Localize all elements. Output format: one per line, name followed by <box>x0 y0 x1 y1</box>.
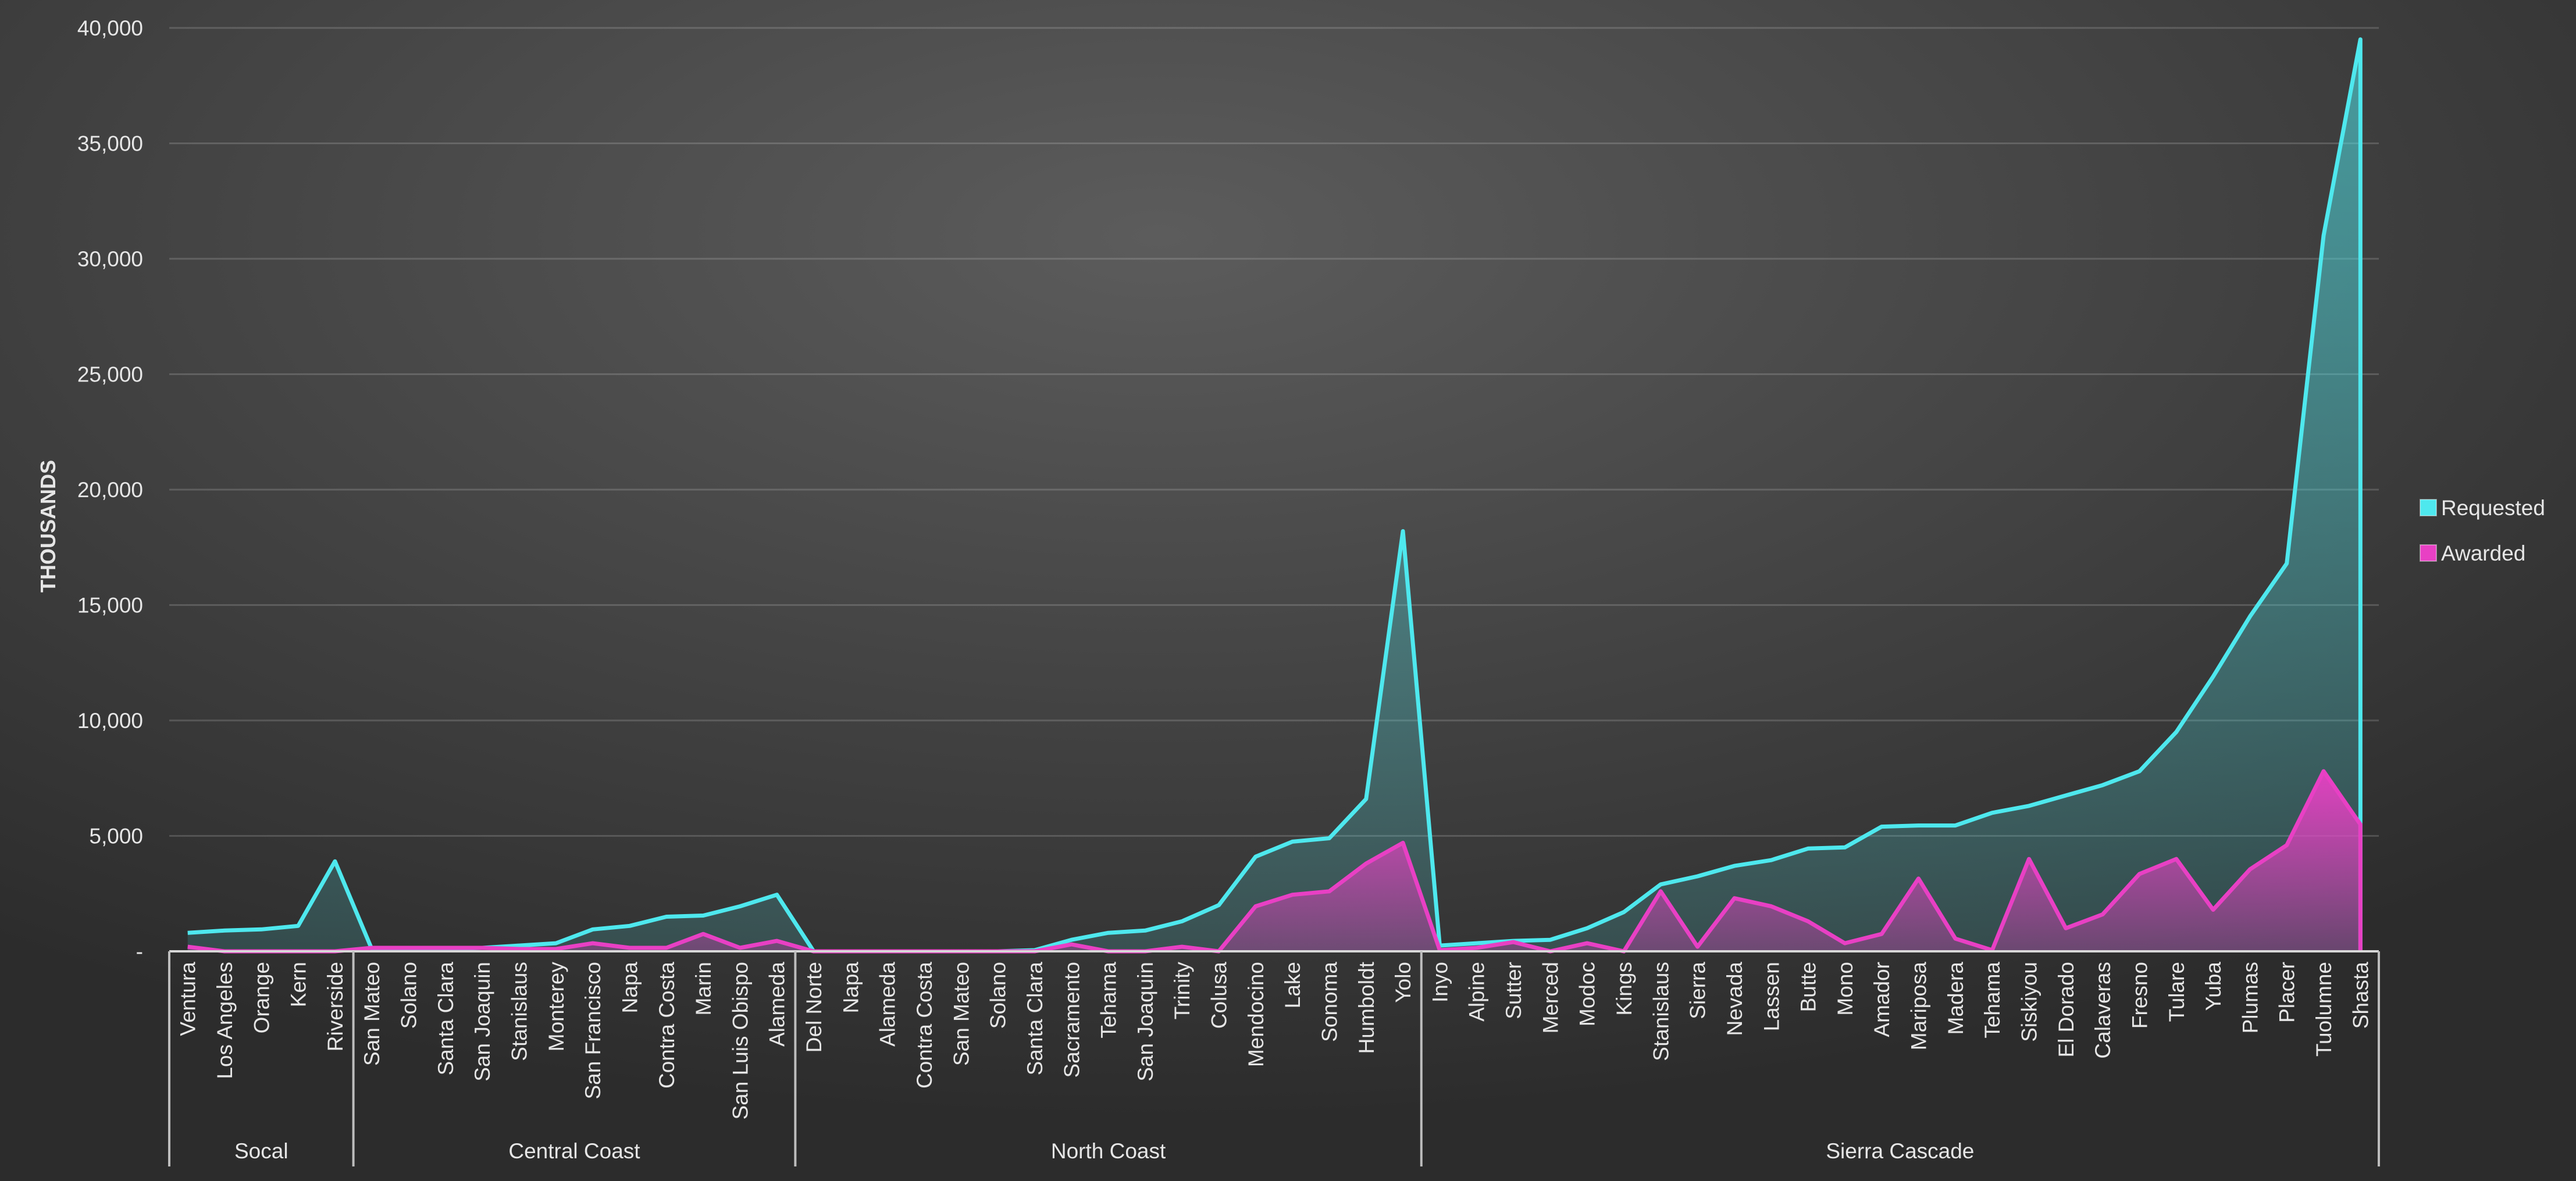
y-tick-label: 30,000 <box>77 247 143 271</box>
x-tick-label: Los Angeles <box>213 962 237 1079</box>
legend-marker <box>2420 544 2437 562</box>
y-tick-label: 25,000 <box>77 363 143 387</box>
group-label: Sierra Cascade <box>1826 1139 1974 1163</box>
area-line <box>187 37 2363 954</box>
x-tick-label: Marin <box>692 962 715 1016</box>
x-tick-label: Sacramento <box>1060 962 1084 1078</box>
x-tick-label: Alameda <box>876 962 900 1047</box>
y-axis-title: THOUSANDS <box>36 460 60 593</box>
x-tick-label: Lassen <box>1759 962 1783 1031</box>
x-tick-label: Butte <box>1797 962 1820 1012</box>
x-tick-label: Plumas <box>2238 962 2262 1033</box>
y-tick-label: - <box>136 940 143 964</box>
y-tick-label: 35,000 <box>77 132 143 156</box>
x-tick-label: San Mateo <box>949 962 973 1066</box>
x-tick-label: Amador <box>1870 962 1894 1037</box>
group-label: Central Coast <box>508 1139 640 1163</box>
x-tick-label: Sonoma <box>1317 962 1341 1042</box>
x-tick-label: Tehama <box>1097 962 1121 1039</box>
x-tick-label: Orange <box>250 962 273 1033</box>
x-tick-label: Shasta <box>2349 962 2372 1029</box>
x-tick-label: Inyo <box>1428 962 1452 1002</box>
x-tick-label: Del Norte <box>802 962 826 1052</box>
area <box>187 771 2361 951</box>
x-tick-label: Mendocino <box>1244 962 1268 1067</box>
y-tick-label: 15,000 <box>77 594 143 618</box>
legend-marker <box>2420 499 2437 516</box>
y-tick-label: 10,000 <box>77 709 143 733</box>
x-tick-label: Napa <box>618 962 642 1014</box>
x-tick-label: Colusa <box>1207 962 1231 1029</box>
x-tick-label: Kern <box>287 962 311 1007</box>
x-tick-label: Lake <box>1281 962 1305 1008</box>
x-tick-label: Contra Costa <box>655 962 679 1089</box>
x-tick-label: Nevada <box>1723 962 1747 1036</box>
x-tick-label: Trinity <box>1170 962 1194 1020</box>
x-tick-label: Yolo <box>1391 962 1415 1003</box>
x-tick-label: Napa <box>839 962 863 1014</box>
x-tick-label: Santa Clara <box>434 962 458 1076</box>
x-tick-label: San Mateo <box>360 962 384 1066</box>
x-tick-label: Solano <box>397 962 421 1029</box>
x-tick-label: Contra Costa <box>913 962 936 1089</box>
x-tick-label: San Luis Obispo <box>728 962 752 1120</box>
x-tick-label: San Joaquin <box>1134 962 1157 1082</box>
x-tick-label: Solano <box>986 962 1010 1029</box>
x-tick-label: Calaveras <box>2091 962 2115 1059</box>
x-tick-label: Stanislaus <box>1649 962 1673 1061</box>
x-tick-label: Madera <box>1944 962 1968 1035</box>
x-tick-label: Humboldt <box>1355 961 1378 1054</box>
x-tick-label: Alpine <box>1465 962 1489 1022</box>
x-tick-label: Alameda <box>765 962 789 1047</box>
area <box>187 39 2361 951</box>
x-tick-label: Tulare <box>2165 962 2189 1022</box>
x-tick-label: Sierra <box>1686 962 1710 1019</box>
area-line <box>187 769 2363 954</box>
x-tick-label: Siskiyou <box>2017 962 2041 1042</box>
y-tick-label: 40,000 <box>77 16 143 40</box>
x-tick-label: Stanislaus <box>508 962 532 1061</box>
y-tick-label: 20,000 <box>77 478 143 502</box>
x-tick-label: Tuolumne <box>2312 962 2336 1057</box>
x-tick-label: Ventura <box>176 962 200 1036</box>
x-tick-label: Mono <box>1833 962 1857 1016</box>
x-tick-label: Modoc <box>1576 962 1599 1026</box>
x-tick-label: Monterey <box>544 962 568 1052</box>
x-tick-label: Fresno <box>2128 962 2151 1029</box>
group-label: North Coast <box>1051 1139 1166 1163</box>
x-tick-label: Mariposa <box>1907 962 1931 1051</box>
x-tick-label: Kings <box>1612 962 1636 1016</box>
legend-label: Awarded <box>2441 541 2525 565</box>
y-tick-label: 5,000 <box>89 825 143 848</box>
x-tick-label: Placer <box>2275 962 2299 1023</box>
x-tick-label: San Francisco <box>581 962 605 1100</box>
x-tick-label: Merced <box>1538 962 1562 1033</box>
x-tick-label: Tehama <box>1980 962 2004 1039</box>
x-tick-label: San Joaquin <box>471 962 494 1082</box>
legend-label: Requested <box>2441 496 2545 520</box>
x-tick-label: Sutter <box>1502 962 1526 1019</box>
x-tick-label: Riverside <box>323 962 347 1051</box>
group-label: Socal <box>234 1139 288 1163</box>
x-tick-label: El Dorado <box>2054 962 2078 1058</box>
x-tick-label: Yuba <box>2201 962 2225 1011</box>
x-tick-label: Santa Clara <box>1023 962 1047 1076</box>
